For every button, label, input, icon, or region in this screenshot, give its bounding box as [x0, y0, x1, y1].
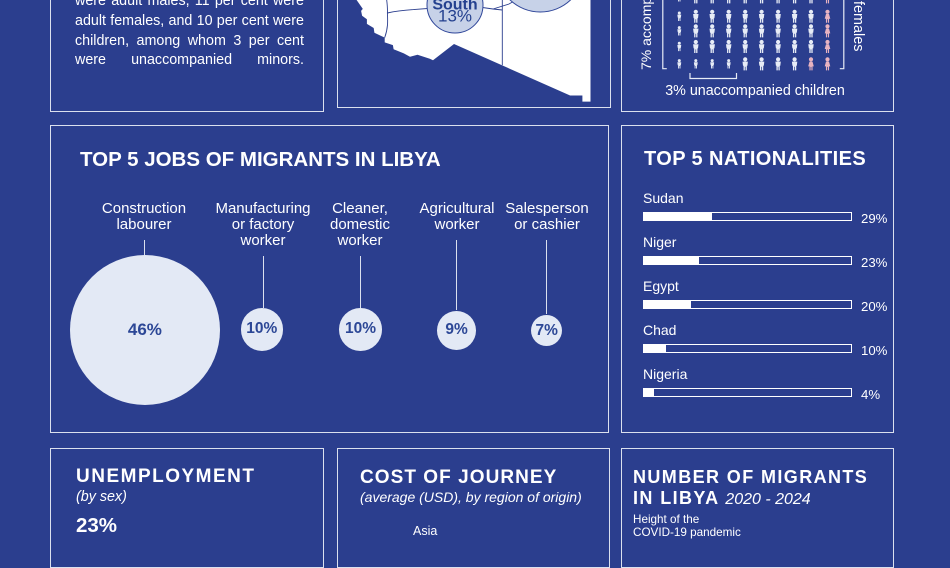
svg-text:7% accompanied children: 7% accompanied children [638, 0, 654, 70]
svg-text:13%: 13% [438, 6, 472, 25]
svg-text:South: South [432, 0, 477, 14]
svg-text:females: females [850, 1, 866, 51]
svg-text:3% unaccompanied children: 3% unaccompanied children [665, 83, 845, 99]
